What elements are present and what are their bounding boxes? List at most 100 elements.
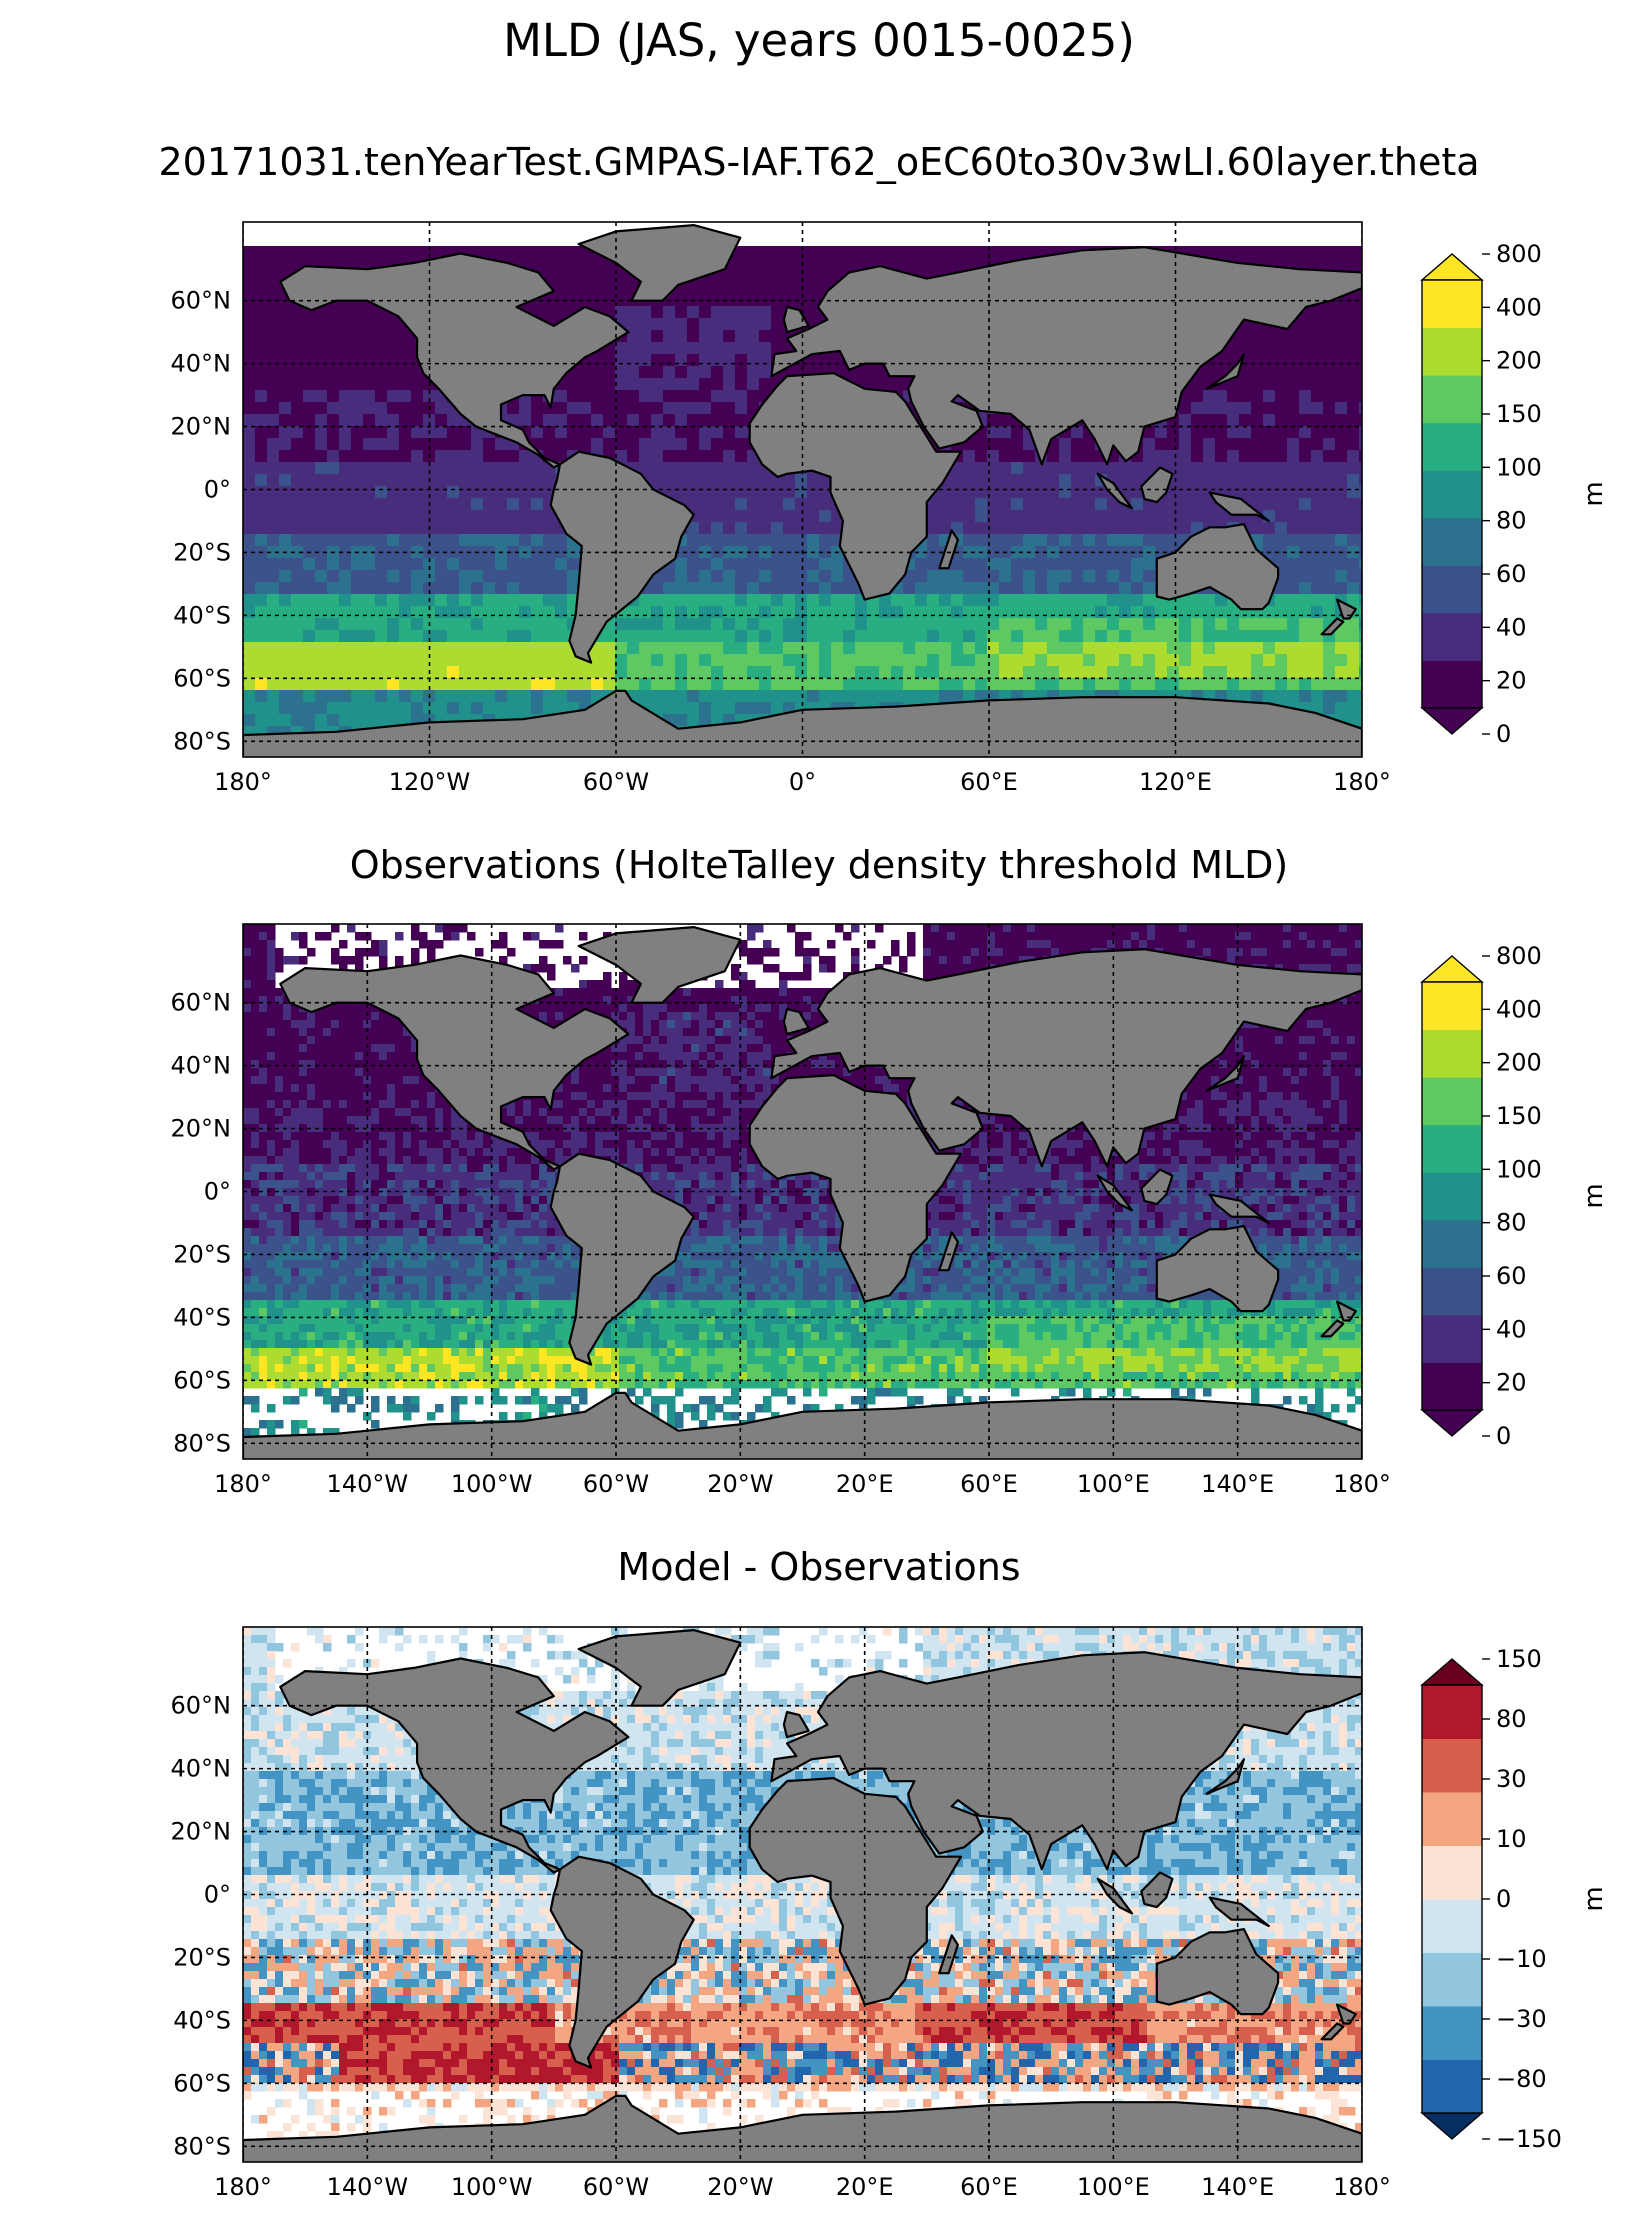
ocean-cell <box>843 618 856 631</box>
ocean-cell <box>975 738 988 751</box>
ocean-cell <box>819 306 832 319</box>
ocean-cell <box>1155 546 1168 559</box>
ocean-cell <box>375 714 388 727</box>
ocean-cell <box>1299 678 1312 691</box>
ocean-cell <box>1359 630 1362 643</box>
ocean-cell <box>1107 342 1120 355</box>
ocean-cell <box>303 582 316 595</box>
ocean-cell <box>1119 594 1132 607</box>
ocean-cell <box>1119 582 1132 595</box>
ocean-cell <box>1239 570 1252 583</box>
ocean-cell <box>351 654 364 667</box>
ocean-cell <box>483 414 496 427</box>
ocean-cell <box>771 714 784 727</box>
ocean-cell <box>651 330 664 343</box>
ocean-cell <box>1107 940 1116 949</box>
ocean-cell <box>747 414 760 427</box>
ocean-cell <box>1107 486 1120 499</box>
ocean-cell <box>1211 972 1220 981</box>
ocean-cell <box>627 462 640 475</box>
ocean-cell <box>1083 450 1096 463</box>
ocean-cell <box>735 738 748 751</box>
ocean-cell <box>627 306 640 319</box>
ocean-cell <box>615 486 628 499</box>
ocean-cell <box>651 630 664 643</box>
ocean-cell <box>927 498 940 511</box>
ocean-cell <box>423 258 436 271</box>
ocean-cell <box>699 462 712 475</box>
ocean-cell <box>411 414 424 427</box>
ocean-cell <box>1083 294 1096 307</box>
ocean-cell <box>1315 924 1324 933</box>
ocean-cell <box>723 318 736 331</box>
ocean-cell <box>579 366 592 379</box>
ocean-cell <box>1287 270 1300 283</box>
ocean-cell <box>999 306 1012 319</box>
ocean-cell <box>447 438 460 451</box>
ocean-cell <box>1119 630 1132 643</box>
ocean-cell <box>615 738 628 751</box>
ocean-cell <box>591 354 604 367</box>
ocean-cell <box>1155 924 1164 933</box>
ocean-cell <box>1287 738 1300 751</box>
ocean-cell <box>1047 510 1060 523</box>
ocean-cell <box>1211 924 1220 933</box>
ocean-cell <box>331 996 340 1005</box>
ocean-cell <box>891 546 904 559</box>
ocean-cell <box>1323 714 1336 727</box>
ocean-cell <box>243 750 256 757</box>
ocean-cell <box>1155 678 1168 691</box>
ocean-cell <box>443 924 452 933</box>
ocean-cell <box>975 318 988 331</box>
ocean-cell <box>1095 534 1108 547</box>
ocean-cell <box>699 366 712 379</box>
ocean-cell <box>591 402 604 415</box>
ocean-cell <box>327 630 340 643</box>
ocean-cell <box>411 438 424 451</box>
ocean-cell <box>483 462 496 475</box>
ocean-cell <box>735 510 748 523</box>
ocean-cell <box>699 570 712 583</box>
ocean-cell <box>351 714 364 727</box>
ocean-cell <box>1083 510 1096 523</box>
ocean-cell <box>819 702 832 715</box>
ocean-cell <box>591 702 604 715</box>
ocean-cell <box>1311 582 1324 595</box>
ocean-cell <box>267 522 280 535</box>
ocean-cell <box>1191 714 1204 727</box>
ocean-cell <box>543 618 556 631</box>
ocean-cell <box>855 534 868 547</box>
ocean-cell <box>459 510 472 523</box>
ocean-cell <box>363 714 376 727</box>
ocean-cell <box>995 948 1004 957</box>
ocean-cell <box>987 666 1000 679</box>
ocean-cell <box>1023 450 1036 463</box>
ocean-cell <box>243 738 256 751</box>
ocean-cell <box>931 932 940 941</box>
ocean-cell <box>399 654 412 667</box>
ocean-cell <box>771 678 784 691</box>
ocean-cell <box>339 988 348 997</box>
ocean-cell <box>1139 980 1148 989</box>
lat-tick-label: 0° <box>204 476 231 504</box>
ocean-cell <box>951 402 964 415</box>
ocean-cell <box>1339 988 1348 997</box>
ocean-cell <box>851 988 860 997</box>
ocean-cell <box>1251 972 1260 981</box>
ocean-cell <box>1091 972 1100 981</box>
ocean-cell <box>687 378 700 391</box>
ocean-cell <box>339 366 352 379</box>
ocean-cell <box>587 996 596 1005</box>
ocean-cell <box>387 246 400 259</box>
ocean-cell <box>667 948 676 957</box>
ocean-cell <box>1083 318 1096 331</box>
ocean-cell <box>267 390 280 403</box>
ocean-cell <box>1143 558 1156 571</box>
ocean-cell <box>771 294 784 307</box>
ocean-cell <box>1071 678 1084 691</box>
ocean-cell <box>1287 282 1300 295</box>
ocean-cell <box>807 630 820 643</box>
ocean-cell <box>1347 726 1360 739</box>
ocean-cell <box>867 270 880 283</box>
ocean-cell <box>339 246 352 259</box>
